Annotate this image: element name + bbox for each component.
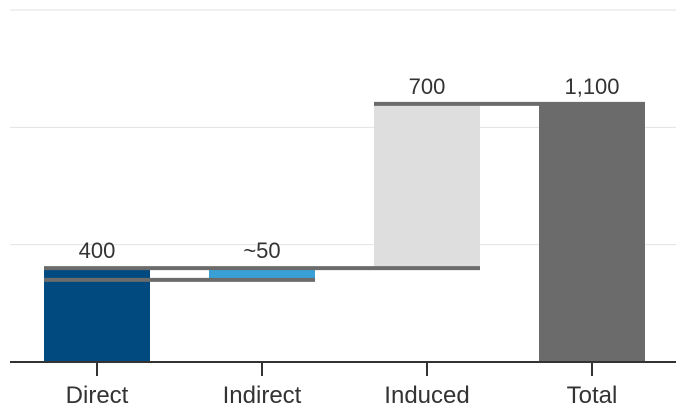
tick-label-induced: Induced [384,382,469,409]
bar-total [539,103,645,362]
tick-label-indirect: Indirect [223,382,302,409]
value-label-direct: 400 [79,238,116,263]
tick-label-direct: Direct [66,382,129,409]
value-label-indirect: ~50 [243,238,280,263]
value-labels: 400 ~50 700 1,100 [79,74,620,263]
bar-induced [374,103,480,269]
connector-lines [44,101,645,282]
x-axis-ticks: Direct Indirect Induced Total [66,362,618,409]
bar-indirect [209,268,315,280]
bars [44,103,645,362]
value-label-induced: 700 [409,74,446,99]
value-label-total: 1,100 [564,74,619,99]
bar-direct [44,268,150,362]
tick-label-total: Total [567,382,618,409]
